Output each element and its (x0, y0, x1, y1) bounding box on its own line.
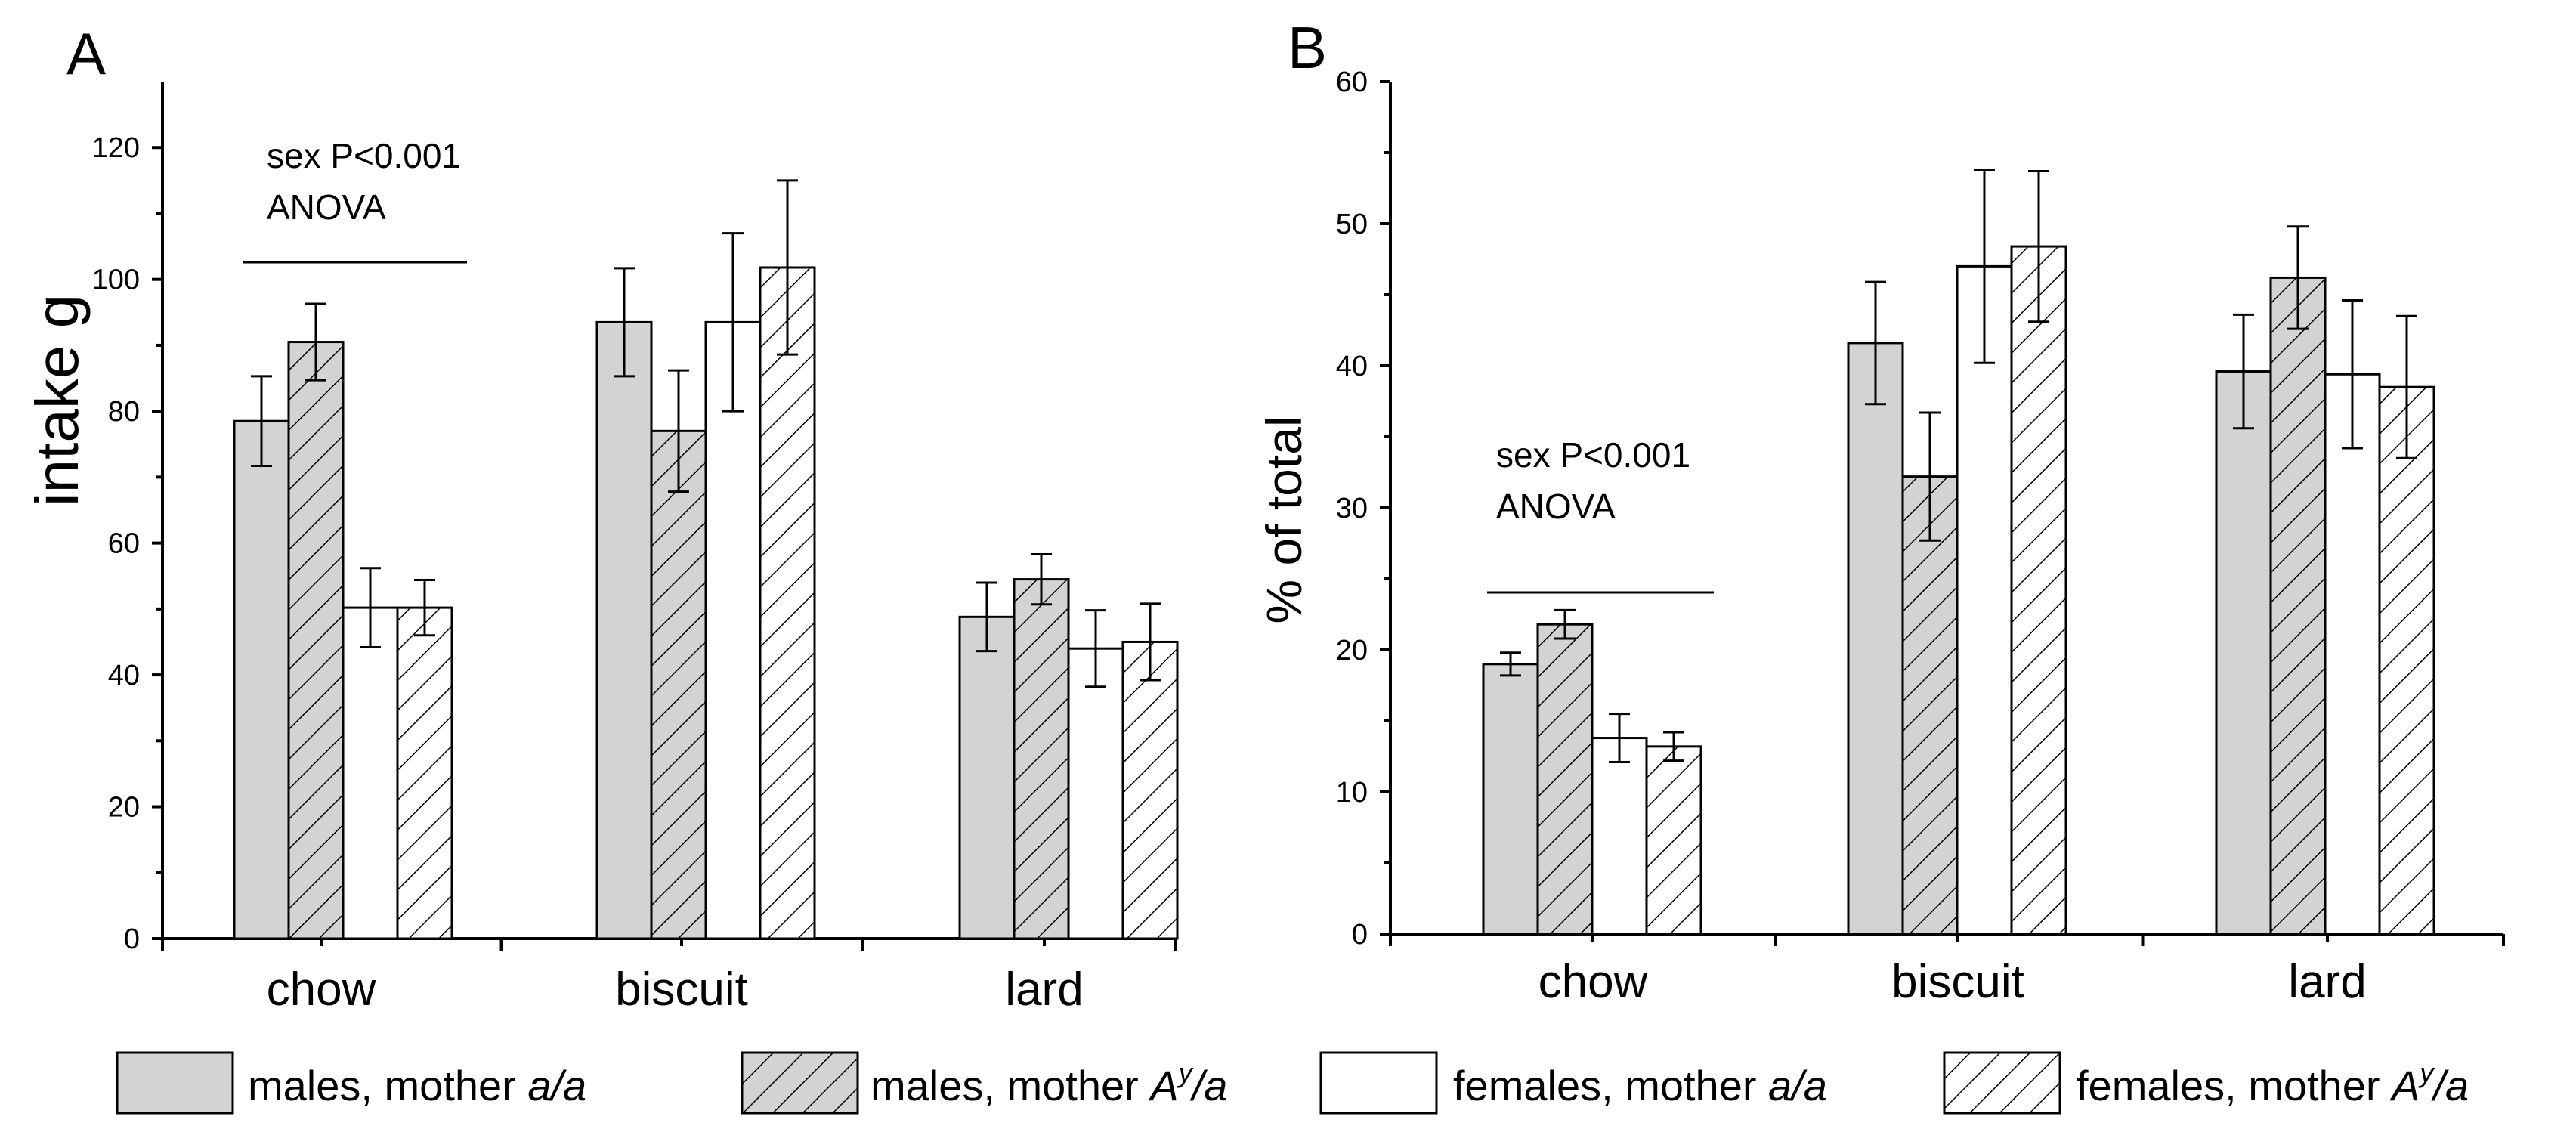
bar-b-biscuit-males-mother-aa (1847, 342, 1904, 936)
category-label-biscuit: biscuit (615, 963, 748, 1016)
chart-panel-a: 0 20 40 60 80 100 120 chow biscuit lard intake g se… (23, 82, 1179, 1016)
panel-letter-b: B (1288, 14, 1327, 81)
bar-a-chow-females-mother-aya (396, 606, 453, 940)
y-tick-label-b: 0 (1352, 919, 1368, 951)
legend-swatch-males-mother-aa (116, 1051, 234, 1115)
y-axis-label-b: % of total (1256, 416, 1312, 623)
bar-a-biscuit-males-mother-aa (595, 320, 653, 940)
bar-b-lard-females-mother-aa (2324, 373, 2381, 936)
bar-a-biscuit-males-mother-aya (650, 429, 707, 940)
bar-b-biscuit-females-mother-aya (2010, 245, 2067, 936)
legend: males, mother a/a males, mother Ay/a femal… (116, 1051, 2469, 1115)
y-tick-label-b: 40 (1336, 351, 1368, 382)
bar-b-chow-males-mother-aa (1482, 663, 1539, 936)
chart-panel-b: 0 10 20 30 40 50 60 chow biscuit lard % of total se… (1256, 66, 2505, 1008)
category-label-lard: lard (2288, 956, 2366, 1008)
legend-label-females-mother-aya: females, mother Ay/a (2077, 1057, 2469, 1109)
legend-swatch-females-mother-aya (1943, 1051, 2061, 1115)
bar-b-lard-males-mother-aya (2269, 276, 2327, 936)
bar-a-biscuit-females-mother-aa (704, 320, 762, 940)
y-tick-label-a: 20 (108, 792, 140, 824)
bar-a-lard-females-mother-aa (1067, 647, 1124, 940)
category-label-chow: chow (267, 963, 376, 1016)
annotation-sex-b: sex P<0.001 (1496, 435, 1690, 475)
y-tick-label-b: 20 (1336, 635, 1368, 667)
legend-swatch-females-mother-aa (1319, 1051, 1438, 1115)
y-tick-label-a: 100 (92, 264, 140, 296)
y-tick-label-a: 0 (124, 923, 140, 955)
y-tick-label-a: 40 (108, 660, 140, 691)
category-label-chow: chow (1538, 956, 1648, 1008)
y-tick-label-a: 60 (108, 528, 140, 560)
legend-label-males-mother-aa: males, mother a/a (248, 1062, 586, 1109)
category-label-lard: lard (1005, 963, 1083, 1016)
bar-b-biscuit-males-mother-aya (1901, 475, 1959, 936)
bar-a-lard-females-mother-aya (1121, 640, 1179, 940)
bar-b-chow-females-mother-aa (1591, 737, 1648, 936)
legend-label-males-mother-aya: males, mother Ay/a (871, 1057, 1227, 1109)
y-tick-label-b: 50 (1336, 209, 1368, 240)
bar-b-lard-females-mother-aya (2378, 385, 2435, 936)
annotation-sex-a: sex P<0.001 (267, 136, 461, 175)
bar-a-lard-males-mother-aa (958, 615, 1016, 940)
bar-b-lard-males-mother-aa (2215, 370, 2272, 936)
y-tick-label-a: 80 (108, 396, 140, 428)
y-tick-label-a: 120 (92, 132, 140, 164)
y-axis-label-a: intake g (23, 295, 91, 506)
bar-b-chow-females-mother-aya (1645, 745, 1702, 936)
bar-b-chow-males-mother-aya (1536, 623, 1594, 936)
bar-a-biscuit-females-mother-aya (759, 266, 816, 940)
category-label-biscuit: biscuit (1891, 956, 2024, 1008)
bar-a-chow-males-mother-aya (287, 341, 345, 940)
bar-a-chow-females-mother-aa (342, 606, 399, 940)
bar-b-biscuit-females-mother-aa (1956, 264, 2013, 936)
y-tick-label-b: 10 (1336, 777, 1368, 809)
panel-letter-a: A (66, 20, 106, 87)
annotation-anova-a: ANOVA (267, 187, 386, 227)
bar-a-chow-males-mother-aa (233, 419, 290, 940)
legend-swatch-males-mother-aya (741, 1051, 859, 1115)
y-tick-label-b: 30 (1336, 493, 1368, 524)
y-tick-label-b: 60 (1336, 66, 1368, 98)
annotation-anova-b: ANOVA (1496, 487, 1616, 526)
legend-label-females-mother-aa: females, mother a/a (1453, 1062, 1827, 1109)
bar-a-lard-males-mother-aya (1013, 578, 1070, 940)
